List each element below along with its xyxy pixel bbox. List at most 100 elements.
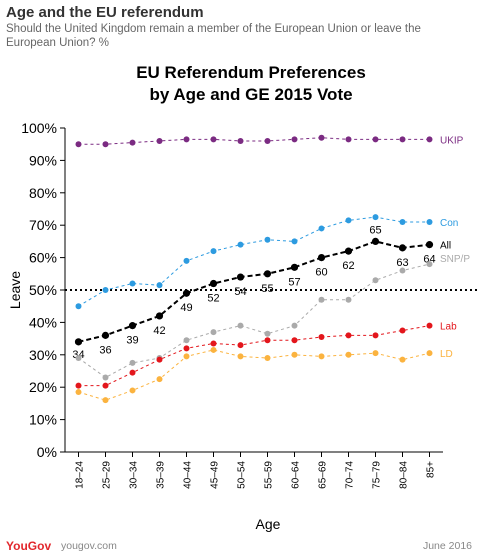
- data-point-all: [425, 241, 434, 249]
- line-chart: EU Referendum Preferences by Age and GE 2…: [7, 63, 477, 532]
- data-point-con: [372, 214, 379, 221]
- data-point-ukip: [156, 137, 163, 144]
- x-tick-label: 30–34: [129, 461, 140, 489]
- data-point-snp-p: [264, 330, 271, 337]
- data-point-snp-p: [291, 322, 298, 329]
- data-point-ukip: [102, 141, 109, 148]
- data-point-all: [182, 289, 191, 297]
- data-point-snp-p: [399, 267, 406, 274]
- x-tick-label: 55–59: [264, 461, 275, 489]
- data-point-ld: [372, 350, 379, 357]
- data-point-ld: [291, 351, 298, 358]
- footer: YouGov yougov.com June 2016: [0, 536, 480, 556]
- series-line-con: [78, 216, 430, 307]
- y-tick-label: 0%: [37, 444, 57, 460]
- y-axis-label: Leave: [7, 271, 23, 309]
- series-label-con: Con: [440, 218, 458, 229]
- data-point-ld: [183, 353, 190, 360]
- data-point-all: [74, 338, 83, 346]
- series-line-ld: [78, 349, 430, 401]
- data-point-ld: [75, 389, 82, 396]
- data-point-all: [155, 312, 164, 320]
- data-label-all: 39: [126, 335, 138, 347]
- data-label-all: 64: [423, 254, 435, 266]
- data-point-all: [101, 331, 110, 339]
- data-label-all: 52: [207, 293, 219, 305]
- x-axis-label: Age: [256, 516, 281, 532]
- data-label-all: 55: [261, 283, 273, 295]
- data-point-lab: [102, 382, 109, 389]
- data-point-all: [290, 263, 299, 271]
- x-tick-label: 45–49: [210, 461, 221, 489]
- data-point-snp-p: [102, 374, 109, 381]
- x-tick-label: 18–24: [75, 461, 86, 489]
- data-point-con: [183, 257, 190, 264]
- series-label-all: All: [440, 241, 451, 252]
- data-point-ukip: [75, 141, 82, 148]
- data-point-ukip: [210, 136, 217, 143]
- y-tick-label: 60%: [29, 250, 57, 266]
- data-point-snp-p: [237, 322, 244, 329]
- data-point-ukip: [372, 136, 379, 143]
- y-tick-label: 100%: [21, 120, 57, 136]
- data-point-ukip: [183, 136, 190, 143]
- data-point-lab: [399, 327, 406, 334]
- series-line-ukip: [78, 137, 430, 145]
- data-point-all: [263, 270, 272, 278]
- y-tick-label: 10%: [29, 412, 57, 428]
- data-point-ld: [426, 350, 433, 357]
- data-label-all: 49: [180, 302, 192, 314]
- data-point-ld: [210, 346, 217, 353]
- series-line-lab: [78, 325, 430, 387]
- data-point-lab: [156, 356, 163, 363]
- data-point-lab: [75, 382, 82, 389]
- chart-title-line: EU Referendum Preferences: [136, 63, 366, 82]
- data-point-all: [317, 254, 326, 262]
- y-tick-label: 90%: [29, 152, 57, 168]
- data-point-ukip: [399, 136, 406, 143]
- data-point-lab: [264, 337, 271, 344]
- x-tick-label: 60–64: [291, 461, 302, 489]
- site-link[interactable]: yougov.com: [61, 540, 117, 552]
- series-label-lab: Lab: [440, 322, 457, 333]
- data-point-lab: [129, 369, 136, 376]
- data-point-con: [102, 287, 109, 293]
- data-label-all: 54: [234, 286, 246, 298]
- data-point-lab: [318, 333, 325, 340]
- data-point-ld: [399, 356, 406, 363]
- data-point-all: [236, 273, 245, 281]
- data-point-ld: [156, 376, 163, 383]
- data-point-con: [291, 238, 298, 245]
- data-point-con: [237, 241, 244, 248]
- data-point-con: [129, 280, 136, 287]
- data-point-lab: [210, 340, 217, 347]
- page-subtitle: Should the United Kingdom remain a membe…: [6, 23, 421, 49]
- data-point-lab: [426, 322, 433, 329]
- data-point-snp-p: [372, 277, 379, 284]
- x-tick-label: 75–79: [372, 461, 383, 489]
- data-point-ld: [237, 353, 244, 360]
- data-point-snp-p: [318, 296, 325, 303]
- data-label-all: 63: [396, 257, 408, 269]
- data-point-all: [209, 279, 218, 288]
- publish-date: June 2016: [422, 540, 472, 552]
- y-tick-label: 40%: [29, 314, 57, 330]
- y-tick-label: 30%: [29, 347, 57, 363]
- data-point-snp-p: [345, 296, 352, 303]
- data-point-lab: [237, 342, 244, 349]
- x-tick-label: 80–84: [399, 461, 410, 489]
- y-tick-label: 50%: [29, 282, 57, 298]
- data-point-con: [156, 282, 163, 289]
- x-tick-label: 50–54: [237, 461, 248, 489]
- x-tick-label: 40–44: [183, 461, 194, 489]
- brand-logo: YouGov: [6, 539, 52, 553]
- data-label-all: 42: [153, 325, 165, 337]
- x-tick-label: 65–69: [318, 461, 329, 489]
- series-line-snp-p: [78, 263, 430, 379]
- data-point-ukip: [129, 139, 136, 146]
- data-point-lab: [183, 345, 190, 352]
- data-point-ukip: [318, 134, 325, 141]
- data-point-ukip: [345, 136, 352, 143]
- chart-title-line: by Age and GE 2015 Vote: [149, 85, 352, 104]
- data-point-snp-p: [129, 359, 136, 366]
